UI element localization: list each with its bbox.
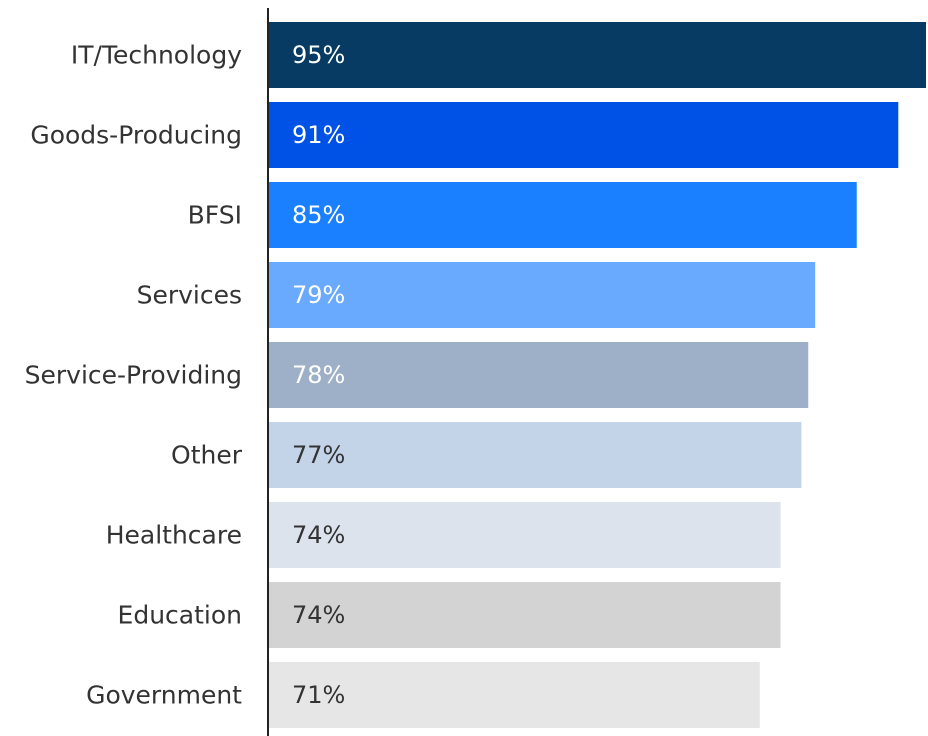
category-label-1: Goods-Producing <box>30 121 242 150</box>
value-label-3: 79% <box>292 281 345 309</box>
bar-2 <box>268 182 857 248</box>
value-label-4: 78% <box>292 361 345 389</box>
category-label-8: Government <box>86 681 242 710</box>
category-label-0: IT/Technology <box>71 41 242 70</box>
bar-3 <box>268 262 815 328</box>
category-label-5: Other <box>171 441 243 470</box>
value-label-7: 74% <box>292 601 345 629</box>
bar-1 <box>268 102 898 168</box>
value-label-2: 85% <box>292 201 345 229</box>
value-label-1: 91% <box>292 121 345 149</box>
category-label-7: Education <box>118 601 242 630</box>
category-label-3: Services <box>137 281 242 310</box>
value-label-8: 71% <box>292 681 345 709</box>
bar-4 <box>268 342 808 408</box>
value-label-5: 77% <box>292 441 345 469</box>
value-label-0: 95% <box>292 41 345 69</box>
category-label-4: Service-Providing <box>25 361 242 390</box>
value-label-6: 74% <box>292 521 345 549</box>
category-label-2: BFSI <box>188 201 242 230</box>
bar-5 <box>268 422 801 488</box>
category-label-6: Healthcare <box>106 521 242 550</box>
bar-0 <box>268 22 926 88</box>
